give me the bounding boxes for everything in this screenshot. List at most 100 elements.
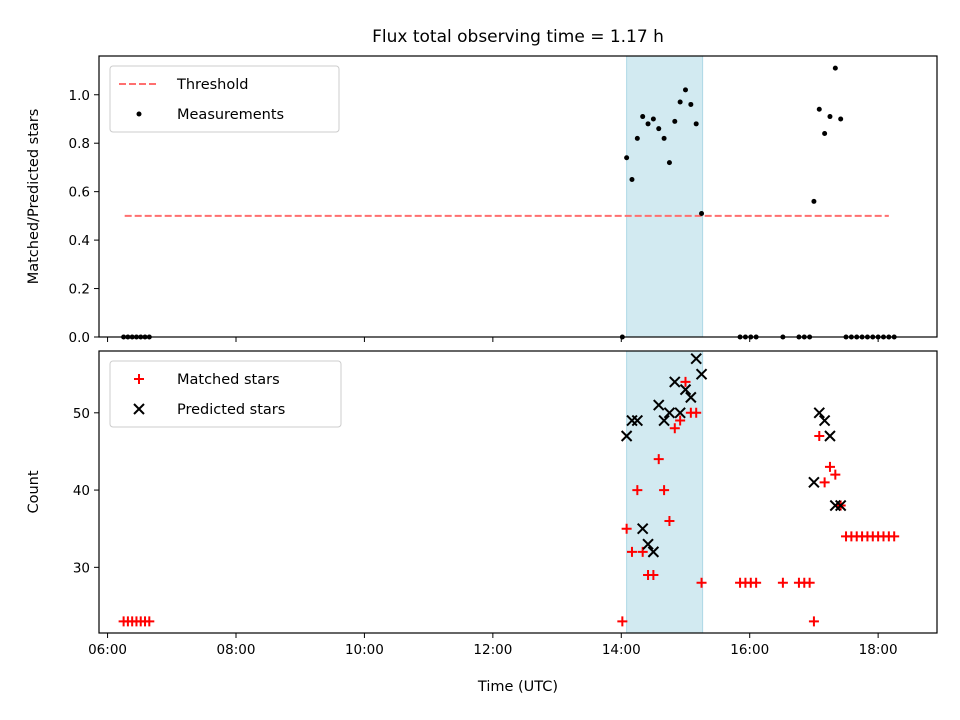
matched-star-point <box>824 461 835 472</box>
legend-label: Threshold <box>176 77 248 93</box>
shaded-interval <box>626 55 704 338</box>
predicted-star-point <box>834 499 847 512</box>
matched-star-point <box>621 523 632 534</box>
y-tick-label: 0.8 <box>69 136 90 152</box>
predicted-star-point <box>642 538 654 550</box>
axes-frame <box>98 350 938 634</box>
series-measurements <box>121 65 897 340</box>
ratio-panel: 0.0 0.2 0.4 0.6 0.8 1.0 Matched/Predicted star… <box>26 27 938 346</box>
measurement-point <box>661 135 667 141</box>
measurement-point <box>640 114 646 120</box>
measurement-point <box>832 65 838 71</box>
predicted-star-point <box>658 414 670 427</box>
predicted-star-point <box>631 414 644 427</box>
series-predicted-stars <box>620 353 847 558</box>
measurement-point <box>699 210 705 216</box>
x-tick-label: 08:00 <box>217 642 256 658</box>
y-tick-label: 1.0 <box>69 88 90 104</box>
x-tick-label: 14:00 <box>602 642 641 658</box>
matched-star-point <box>830 469 841 480</box>
measurement-point <box>629 177 635 183</box>
y-tick-label: 40 <box>73 483 90 499</box>
matched-star-point <box>617 616 628 627</box>
predicted-star-point <box>808 476 820 489</box>
count-panel: 30 40 50 06:00 08:00 10:00 12:00 14:00 16:00 18:0… <box>26 350 938 695</box>
predicted-star-point <box>824 430 836 442</box>
measurement-point <box>666 160 672 166</box>
matched-star-point <box>814 430 825 441</box>
y-tick-label: 0.0 <box>69 330 90 346</box>
legend-box <box>109 65 340 133</box>
axes-frame <box>98 55 938 338</box>
matched-star-point <box>696 577 707 588</box>
y-axis-label: Matched/Predicted stars <box>26 109 42 285</box>
matched-star-point <box>751 577 762 588</box>
legend-box <box>109 360 342 428</box>
matched-star-point <box>669 423 680 434</box>
x-tick-label: 10:00 <box>345 642 384 658</box>
predicted-star-point <box>679 383 692 396</box>
predicted-star-point <box>620 430 633 442</box>
matched-star-point <box>680 376 691 387</box>
measurement-point <box>838 116 844 122</box>
predicted-star-point <box>674 407 686 419</box>
x-tick-label: 16:00 <box>730 642 769 658</box>
predicted-star-point <box>636 522 649 535</box>
x-tick-label: 12:00 <box>473 642 512 658</box>
matched-star-point <box>889 531 900 542</box>
predicted-star-point <box>818 414 831 427</box>
predicted-star-point <box>647 546 660 558</box>
predicted-star-point <box>653 399 665 411</box>
y-tick-label: 0.6 <box>69 185 90 201</box>
series-matched-stars <box>118 376 900 627</box>
measurement-point <box>822 131 828 137</box>
matched-star-point <box>664 515 675 526</box>
y-tick-label: 50 <box>73 406 90 422</box>
predicted-star-point <box>695 368 708 380</box>
y-axis-label: Count <box>26 470 42 513</box>
matched-star-point <box>653 454 664 465</box>
predicted-star-point <box>669 376 681 388</box>
measurement-point <box>816 106 822 112</box>
legend-measurements-swatch <box>136 111 142 117</box>
matched-star-point <box>648 570 659 581</box>
measurement-point <box>677 99 683 105</box>
matched-star-point <box>144 616 155 627</box>
matched-star-point <box>675 415 686 426</box>
matched-star-point <box>626 546 637 557</box>
predicted-star-point <box>685 391 697 404</box>
measurement-point <box>827 114 833 120</box>
measurement-point <box>693 121 699 127</box>
y-tick-label: 30 <box>73 560 90 576</box>
chart-title: Flux total observing time = 1.17 h <box>372 27 664 47</box>
x-tick-label: 06:00 <box>88 642 127 658</box>
y-tick-label: 0.2 <box>69 282 90 298</box>
predicted-star-point <box>690 353 702 365</box>
y-tick-label: 0.4 <box>69 233 90 249</box>
legend-matched-stars-swatch <box>134 374 144 384</box>
legend: Matched stars Predicted stars <box>109 360 342 428</box>
matched-star-point <box>659 485 670 496</box>
measurement-point <box>688 101 694 107</box>
legend-label: Matched stars <box>177 372 280 388</box>
matched-star-point <box>777 577 788 588</box>
legend-label: Predicted stars <box>177 402 285 418</box>
matched-star-point <box>632 485 643 496</box>
measurement-point <box>634 135 640 141</box>
predicted-star-point <box>663 407 676 419</box>
measurement-point <box>811 198 817 204</box>
measurement-point <box>672 118 678 124</box>
legend: Threshold Measurements <box>109 65 340 133</box>
predicted-star-point <box>813 407 825 419</box>
matched-star-point <box>819 477 830 488</box>
x-tick-label: 18:00 <box>859 642 898 658</box>
measurement-point <box>624 155 630 161</box>
measurement-point <box>682 87 688 93</box>
x-axis-label: Time (UTC) <box>477 679 558 695</box>
matched-star-point <box>691 407 702 418</box>
legend-label: Measurements <box>177 107 284 123</box>
matched-star-point <box>804 577 815 588</box>
measurement-point <box>650 116 656 122</box>
measurement-point <box>645 121 651 127</box>
